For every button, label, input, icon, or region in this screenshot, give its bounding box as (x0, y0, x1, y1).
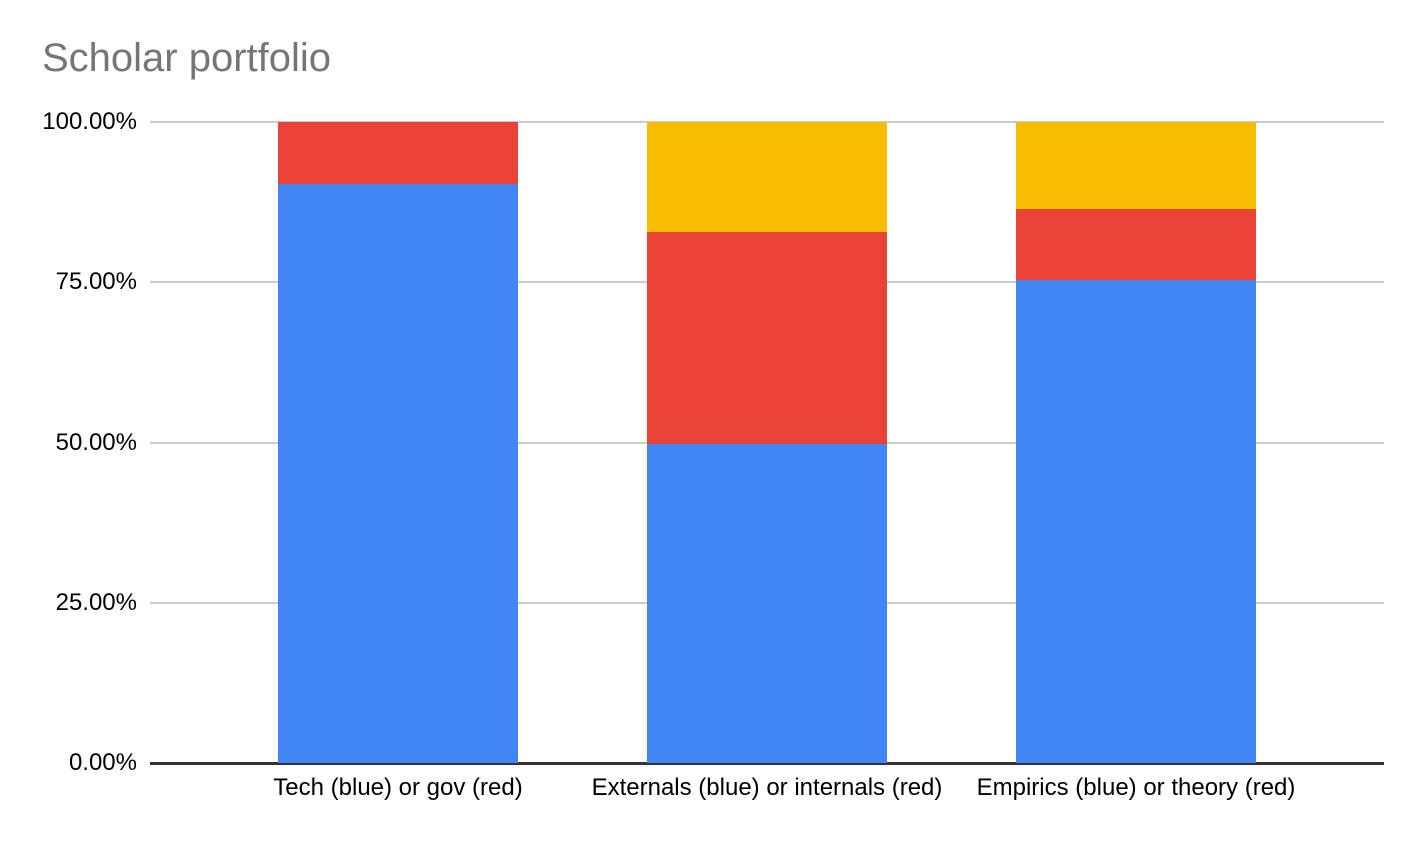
y-tick-label: 25.00% (55, 588, 137, 616)
bar-segment-blue[interactable] (647, 443, 887, 763)
chart-title: Scholar portfolio (42, 36, 332, 80)
y-tick-label: 75.00% (55, 268, 137, 296)
bar-segment-red[interactable] (1016, 208, 1256, 280)
bar-segment-yellow[interactable] (1016, 122, 1256, 209)
category-label: Tech (blue) or gov (red) (273, 774, 523, 801)
category-label: Empirics (blue) or theory (red) (976, 774, 1296, 801)
y-tick-label: 50.00% (55, 428, 137, 456)
bar-segment-red[interactable] (647, 232, 887, 444)
category-label: Externals (blue) or internals (red) (591, 774, 943, 801)
bar-segment-red[interactable] (278, 122, 518, 185)
bar-segment-yellow[interactable] (647, 122, 887, 233)
bar-segment-blue[interactable] (278, 184, 518, 763)
bar-segment-blue[interactable] (1016, 279, 1256, 763)
x-axis-baseline (150, 762, 1384, 765)
y-tick-label: 0.00% (68, 749, 137, 776)
y-tick-label: 100.00% (42, 108, 137, 135)
